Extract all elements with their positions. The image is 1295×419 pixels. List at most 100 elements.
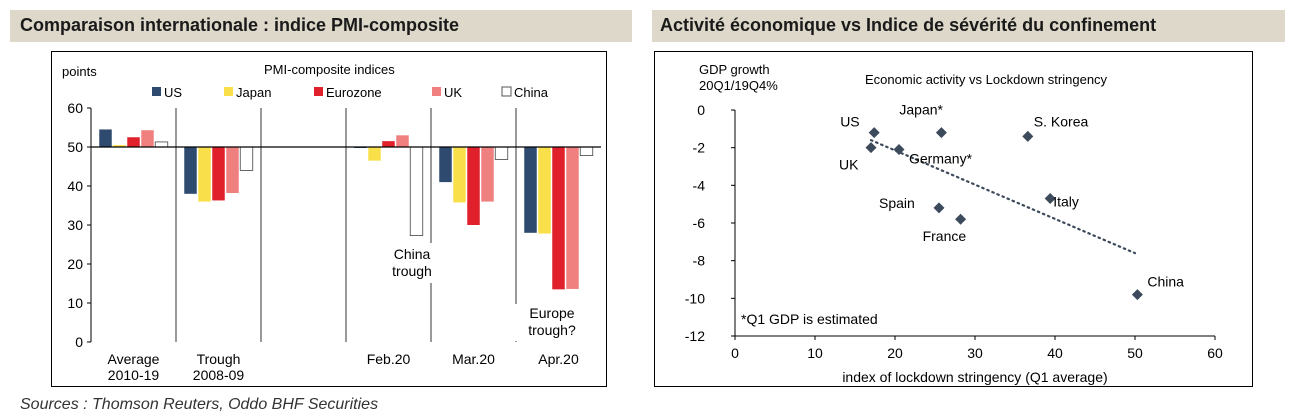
y-tick-label: -8 bbox=[693, 253, 706, 269]
bar-eurozone-trough-2008-09 bbox=[212, 147, 225, 201]
point-label-italy: Italy bbox=[1053, 194, 1079, 210]
bar-uk-mar-20 bbox=[481, 147, 494, 202]
point-japan bbox=[935, 127, 947, 139]
y-tick-label: -10 bbox=[685, 290, 705, 306]
y-tick-label: 60 bbox=[67, 100, 83, 116]
legend-label-japan: Japan bbox=[236, 85, 271, 100]
bar-japan-feb-20 bbox=[368, 147, 381, 161]
annotation-bg bbox=[512, 304, 594, 341]
bar-uk-average-2010-19 bbox=[141, 130, 154, 147]
x-tick-label: 50 bbox=[1127, 345, 1143, 361]
y-tick-label: 30 bbox=[67, 217, 83, 233]
annotation-europe-trough: trough? bbox=[528, 322, 576, 338]
pmi-bar-chart: points PMI-composite indices US Japan Eurozo… bbox=[62, 62, 601, 383]
point-label-germany: Germany* bbox=[909, 151, 973, 167]
annotation-bg bbox=[389, 243, 439, 283]
point-us bbox=[868, 127, 880, 139]
bar-china-apr-20 bbox=[579, 146, 594, 156]
point-label-s-korea: S. Korea bbox=[1034, 113, 1089, 129]
y-axis-label: 20Q1/19Q4% bbox=[699, 78, 778, 93]
x-axis-label: index of lockdown stringency (Q1 average… bbox=[842, 369, 1107, 385]
bar-eurozone-apr-20 bbox=[552, 147, 565, 290]
x-tick-label: 40 bbox=[1047, 345, 1063, 361]
annotation-europe-trough: Europe bbox=[529, 305, 574, 321]
bar-eurozone-average-2010-19 bbox=[127, 137, 140, 147]
point-label-spain: Spain bbox=[879, 195, 915, 211]
left-panel-title: Comparaison internationale : indice PMI-… bbox=[10, 10, 632, 42]
bar-eurozone-feb-20 bbox=[382, 141, 395, 147]
y-tick-label: 0 bbox=[697, 102, 705, 118]
bar-china-feb-20 bbox=[409, 146, 424, 236]
legend-swatch-japan bbox=[224, 87, 233, 96]
sources-note: Sources : Thomson Reuters, Oddo BHF Secu… bbox=[20, 396, 379, 413]
category-label: Apr.20 bbox=[538, 351, 579, 367]
bar-china-average-2010-19 bbox=[154, 141, 169, 148]
annotation-china-trough: China bbox=[394, 246, 431, 262]
legend-swatch-uk bbox=[432, 87, 441, 96]
y-tick-label: 20 bbox=[67, 256, 83, 272]
bar-us-average-2010-19 bbox=[99, 129, 112, 147]
bar-uk-apr-20 bbox=[566, 147, 579, 289]
category-label: 2008-09 bbox=[193, 367, 245, 383]
legend-swatch-china bbox=[501, 86, 512, 97]
x-tick-label: 10 bbox=[807, 345, 823, 361]
x-tick-label: 60 bbox=[1207, 345, 1223, 361]
legend-label-uk: UK bbox=[444, 85, 462, 100]
gdp-scatter-frame: GDP growth 20Q1/19Q4% Economic activity vs… bbox=[654, 51, 1253, 387]
footnote: *Q1 GDP is estimated bbox=[741, 311, 878, 327]
bar-us-mar-20 bbox=[439, 147, 452, 183]
y-tick-label: 50 bbox=[67, 139, 83, 155]
legend-label-china: China bbox=[514, 85, 549, 100]
y-axis-label: points bbox=[62, 64, 97, 79]
x-tick-label: 0 bbox=[731, 345, 739, 361]
point-label-china: China bbox=[1147, 274, 1184, 290]
legend-label-us: US bbox=[164, 85, 182, 100]
y-tick-label: -6 bbox=[693, 215, 706, 231]
x-tick-label: 30 bbox=[967, 345, 983, 361]
bar-china-trough-2008-09 bbox=[239, 146, 254, 171]
bar-japan-apr-20 bbox=[538, 147, 551, 234]
bar-uk-trough-2008-09 bbox=[226, 147, 239, 194]
trendline bbox=[869, 139, 1137, 255]
point-china bbox=[1131, 289, 1143, 301]
bar-uk-feb-20 bbox=[396, 135, 409, 147]
y-axis-label: GDP growth bbox=[699, 62, 770, 77]
right-panel-title: Activité économique vs Indice de sévérit… bbox=[652, 10, 1285, 42]
bar-us-apr-20 bbox=[524, 147, 537, 233]
bar-eurozone-mar-20 bbox=[467, 147, 480, 225]
y-tick-label: -12 bbox=[685, 328, 705, 344]
bar-japan-mar-20 bbox=[453, 147, 466, 203]
legend-label-eurozone: Eurozone bbox=[326, 85, 382, 100]
category-label: Mar.20 bbox=[452, 351, 495, 367]
point-germany bbox=[893, 144, 905, 156]
chart-title: Economic activity vs Lockdown stringency bbox=[865, 72, 1108, 87]
y-tick-label: 40 bbox=[67, 178, 83, 194]
point-s-korea bbox=[1022, 130, 1034, 142]
y-tick-label: 10 bbox=[67, 295, 83, 311]
point-italy bbox=[1044, 193, 1056, 205]
bar-japan-average-2010-19 bbox=[113, 145, 126, 147]
y-tick-label: -4 bbox=[693, 177, 706, 193]
point-label-france: France bbox=[923, 228, 967, 244]
legend-swatch-us bbox=[152, 87, 161, 96]
point-label-japan: Japan* bbox=[899, 102, 943, 118]
category-label: Trough bbox=[197, 351, 241, 367]
legend-swatch-eurozone bbox=[314, 87, 323, 96]
y-tick-label: -2 bbox=[693, 140, 706, 156]
category-label: Average bbox=[108, 351, 160, 367]
bar-china-mar-20 bbox=[494, 146, 509, 160]
category-label: Feb.20 bbox=[367, 351, 411, 367]
chart-title: PMI-composite indices bbox=[264, 62, 395, 77]
y-tick-label: 0 bbox=[75, 334, 83, 350]
point-label-us: US bbox=[840, 114, 859, 130]
point-uk bbox=[865, 142, 877, 154]
annotation-china-trough: trough bbox=[392, 263, 432, 279]
point-spain bbox=[933, 202, 945, 214]
bar-us-trough-2008-09 bbox=[184, 147, 197, 194]
category-label: 2010-19 bbox=[108, 367, 160, 383]
point-france bbox=[955, 213, 967, 225]
point-label-uk: UK bbox=[839, 157, 859, 173]
x-tick-label: 20 bbox=[887, 345, 903, 361]
bar-japan-trough-2008-09 bbox=[198, 147, 211, 202]
